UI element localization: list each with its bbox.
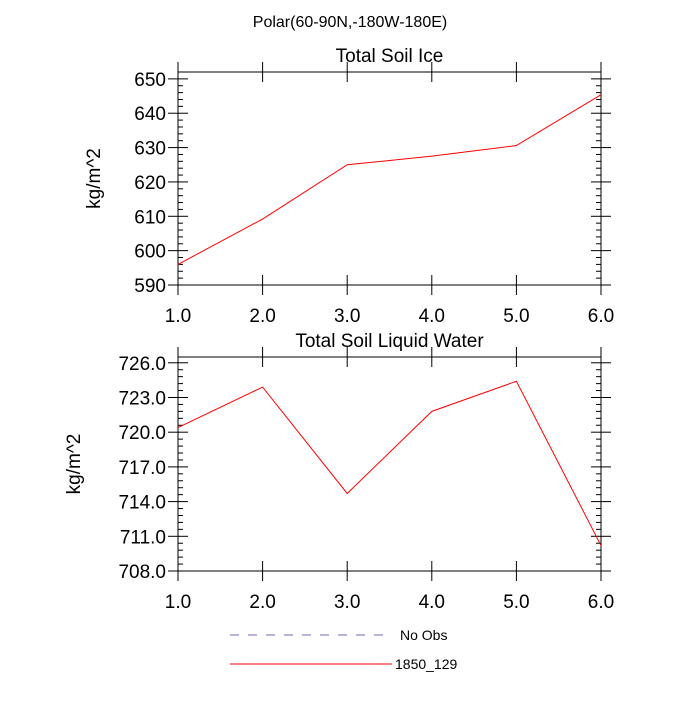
y-tick-label: 630 — [134, 139, 166, 160]
x-tick-label: 6.0 — [588, 306, 614, 327]
y-tick-label: 714.0 — [118, 493, 166, 514]
y-tick-label: 610 — [134, 207, 166, 228]
x-tick-label: 3.0 — [334, 592, 360, 613]
x-tick-label: 2.0 — [249, 592, 275, 613]
legend-label-2: 1850_129 — [395, 656, 458, 672]
series-line-1 — [177, 380, 602, 546]
y-tick-label: 723.0 — [118, 388, 166, 409]
plot-frame — [177, 71, 602, 286]
y-tick-label: 711.0 — [120, 527, 166, 548]
series-line-1 — [177, 94, 602, 265]
y-tick-label: 708.0 — [118, 562, 166, 583]
y-tick-label: 726.0 — [118, 354, 166, 375]
x-tick-label: 3.0 — [334, 306, 360, 327]
legend-label-1: No Obs — [400, 627, 447, 643]
y-tick-label: 620 — [134, 173, 166, 194]
x-tick-label: 4.0 — [419, 306, 445, 327]
y-tick-label: 717.0 — [118, 458, 166, 479]
y-tick-label: 650 — [134, 70, 166, 91]
chart-legend: No Obs 1850_129 — [230, 627, 458, 672]
chart-panel-1: Total Soil Ice kg/m^2 1.0 2.0 3.0 4.0 5.0 6.0 59… — [84, 46, 614, 327]
plot-frame — [177, 356, 602, 572]
y-tick-label: 720.0 — [118, 423, 166, 444]
x-tick-label: 5.0 — [503, 592, 529, 613]
x-tick-label: 1.0 — [165, 306, 191, 327]
chart-title: Total Soil Ice — [336, 46, 444, 67]
x-tick-label: 5.0 — [503, 306, 529, 327]
y-axis-label: kg/m^2 — [84, 148, 105, 209]
y-axis-label: kg/m^2 — [64, 434, 85, 495]
chart-panel-2: Total Soil Liquid Water kg/m^2 1.0 2.0 3.0 4.… — [64, 331, 614, 613]
page-title: Polar(60-90N,-180W-180E) — [253, 14, 447, 31]
chart-panels: Total Soil Ice kg/m^2 1.0 2.0 3.0 4.0 5.0 6.0 59… — [64, 46, 614, 613]
x-tick-label: 6.0 — [588, 592, 614, 613]
y-tick-label: 640 — [134, 104, 166, 125]
y-tick-label: 590 — [134, 276, 166, 297]
x-tick-label: 2.0 — [249, 306, 275, 327]
x-tick-label: 4.0 — [419, 592, 445, 613]
x-tick-label: 1.0 — [165, 592, 191, 613]
chart-title: Total Soil Liquid Water — [295, 331, 484, 352]
y-tick-label: 600 — [134, 242, 166, 263]
